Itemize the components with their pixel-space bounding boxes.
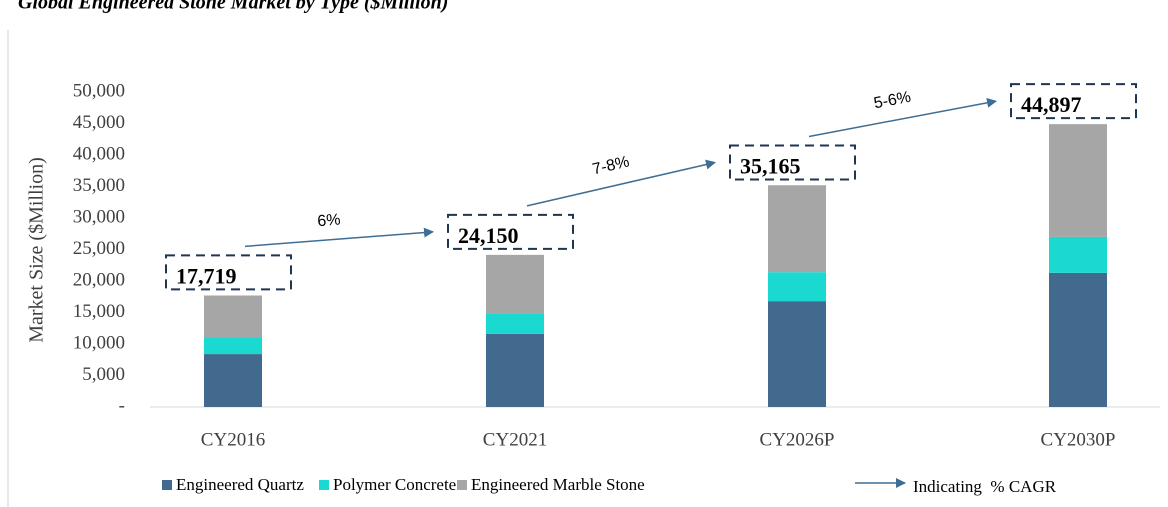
bar-segment (486, 254, 544, 314)
bar-segment (204, 354, 262, 407)
legend-label: Indicating % CAGR (913, 477, 1057, 496)
legend-swatch (162, 480, 172, 490)
cagr-label: 6% (317, 211, 341, 230)
cagr-arrow (244, 227, 434, 248)
bar-segment (1049, 272, 1107, 407)
bar-segment (204, 337, 262, 355)
legend-label: Engineered Marble Stone (471, 475, 645, 494)
legend-swatch (319, 480, 329, 490)
y-tick-label: 20,000 (73, 269, 125, 290)
chart-title: Global Engineered Stone Market by Type (… (18, 0, 448, 14)
legend-label: Polymer Concrete (333, 475, 456, 494)
y-tick-label: 25,000 (73, 238, 125, 259)
total-label: 35,165 (740, 154, 801, 179)
total-box (447, 213, 574, 250)
bar-segment (204, 295, 262, 338)
y-tick-label: 10,000 (73, 332, 125, 353)
x-tick-label: CY2026P (760, 429, 835, 450)
y-tick-label: 15,000 (73, 301, 125, 322)
y-axis-label: Market Size ($Million) (26, 157, 48, 343)
total-label: 44,897 (1021, 92, 1082, 117)
y-tick-label: 30,000 (73, 206, 125, 227)
y-tick-label: 45,000 (73, 112, 125, 133)
cagr-label: 5-6% (873, 89, 913, 113)
total-box (729, 144, 856, 181)
bar-segment (486, 333, 544, 407)
total-box (1010, 83, 1137, 120)
bar-segment (486, 313, 544, 334)
y-tick-label: 5,000 (82, 364, 125, 385)
bar-segment (1049, 124, 1107, 237)
legend-label: Engineered Quartz (176, 475, 304, 494)
cagr-arrow (808, 97, 997, 138)
bar-segment (1049, 236, 1107, 273)
y-tick-label: - (119, 395, 125, 416)
x-tick-label: CY2030P (1041, 429, 1116, 450)
bar-segment (768, 301, 826, 407)
x-tick-label: CY2021 (483, 429, 547, 450)
bar-segment (768, 185, 826, 273)
total-box (165, 254, 292, 291)
y-tick-label: 40,000 (73, 143, 125, 164)
x-tick-label: CY2016 (201, 429, 265, 450)
cagr-arrow (526, 159, 716, 207)
y-tick-label: 35,000 (73, 175, 125, 196)
bar-segment (768, 272, 826, 302)
total-label: 17,719 (176, 263, 237, 288)
total-label: 24,150 (458, 223, 519, 248)
cagr-label: 7-8% (591, 153, 631, 178)
legend-swatch (457, 480, 467, 490)
y-tick-label: 50,000 (73, 80, 125, 101)
